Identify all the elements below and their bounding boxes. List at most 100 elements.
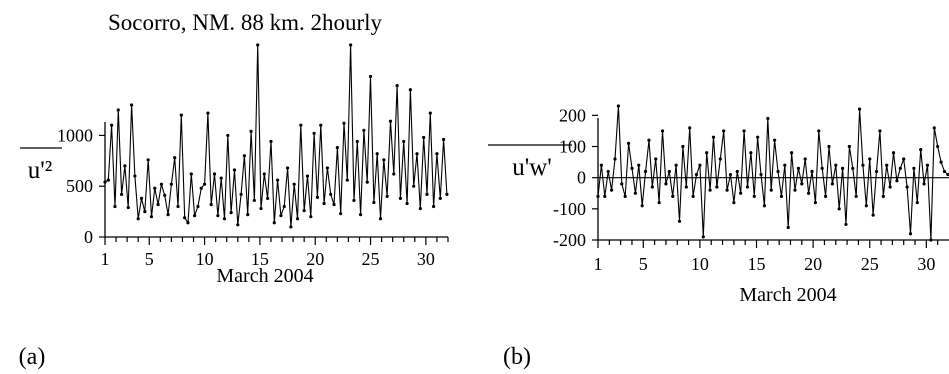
y-tick-label: -100: [553, 199, 586, 219]
x-tick-label: 15: [251, 249, 269, 269]
data-point: [405, 201, 409, 206]
data-point: [868, 157, 872, 161]
data-point: [156, 202, 160, 207]
data-point: [282, 204, 286, 209]
panel-b-x-ticks: 1 5 10 15 20 25 30: [594, 240, 939, 274]
data-point: [613, 157, 617, 161]
x-tick-label: 5: [145, 249, 154, 269]
data-point: [256, 43, 260, 47]
data-point: [196, 204, 200, 209]
data-point: [173, 156, 177, 160]
data-point: [186, 221, 190, 225]
data-point: [657, 201, 661, 205]
data-point: [905, 185, 909, 189]
data-point: [650, 185, 654, 189]
data-point: [222, 217, 227, 221]
data-point: [874, 169, 879, 174]
data-point: [691, 194, 695, 198]
data-point: [242, 154, 247, 158]
data-point: [932, 126, 936, 130]
data-point: [236, 223, 240, 227]
data-point: [796, 166, 801, 170]
data-point: [445, 192, 449, 196]
data-point: [857, 107, 862, 111]
data-point: [834, 163, 838, 167]
data-point: [773, 138, 777, 142]
data-point: [667, 169, 671, 174]
data-point: [630, 166, 634, 170]
x-tick-label: 5: [639, 254, 648, 274]
data-point: [219, 176, 223, 180]
data-point: [123, 164, 127, 168]
x-tick-label: 1: [101, 249, 110, 269]
panel-b-y-axis-label: u'w': [512, 154, 552, 181]
data-point: [136, 217, 140, 221]
data-point: [285, 166, 290, 170]
data-point: [922, 182, 926, 186]
data-point: [325, 166, 329, 170]
data-point: [408, 88, 412, 92]
panel-b-label: (b): [503, 344, 531, 370]
data-point: [864, 204, 868, 208]
panel-a-x-ticks: 1 5 10 15 20 25 30: [101, 237, 449, 269]
data-point: [295, 217, 300, 221]
data-point: [885, 163, 889, 167]
data-point: [895, 179, 899, 183]
data-point: [902, 157, 906, 161]
data-point: [783, 163, 787, 167]
panel-a-y-axis-label: u'²: [28, 157, 53, 184]
data-point: [810, 169, 814, 174]
data-point: [319, 123, 323, 127]
data-point: [813, 201, 817, 205]
data-point: [176, 204, 180, 209]
data-point: [169, 182, 173, 186]
data-point: [786, 225, 790, 230]
data-point: [732, 201, 736, 205]
x-tick-label: 25: [861, 254, 879, 274]
data-point: [942, 169, 947, 174]
data-point: [939, 160, 943, 164]
data-point: [708, 188, 712, 192]
x-tick-label: 15: [748, 254, 766, 274]
data-point: [435, 152, 439, 156]
x-tick-label: 10: [691, 254, 709, 274]
data-point: [688, 126, 692, 130]
data-point: [332, 202, 336, 207]
data-point: [395, 84, 399, 88]
data-point: [830, 182, 834, 186]
data-point: [289, 225, 293, 229]
data-point: [229, 211, 233, 215]
data-point: [305, 174, 310, 178]
data-point: [276, 178, 280, 182]
data-point: [609, 188, 614, 192]
data-point: [149, 215, 154, 219]
panel-a-x-axis-label: March 2004: [216, 265, 313, 287]
data-point: [143, 210, 147, 214]
data-point: [722, 129, 726, 133]
panel-b-x-axis-label: March 2004: [739, 284, 836, 306]
data-point: [206, 111, 210, 115]
panel-b-y-axis: -200 -100 0 100 200: [553, 105, 599, 250]
data-point: [358, 213, 363, 217]
x-tick-label: 10: [196, 249, 214, 269]
data-point: [232, 168, 237, 172]
data-point: [428, 111, 432, 115]
data-point: [116, 108, 120, 112]
data-point: [881, 194, 885, 198]
data-point: [382, 158, 386, 162]
data-point: [252, 198, 256, 203]
data-point: [817, 129, 821, 133]
data-point: [425, 192, 429, 196]
data-point: [908, 232, 913, 236]
data-point: [239, 192, 243, 196]
data-point: [202, 182, 207, 186]
data-point: [441, 137, 446, 142]
panel-a-series: [103, 43, 449, 229]
data-point: [790, 151, 794, 155]
y-tick-label: 0: [577, 168, 586, 188]
data-point: [193, 214, 197, 218]
y-tick-label: 1000: [57, 125, 93, 145]
data-point: [312, 131, 316, 135]
data-point: [599, 163, 603, 167]
